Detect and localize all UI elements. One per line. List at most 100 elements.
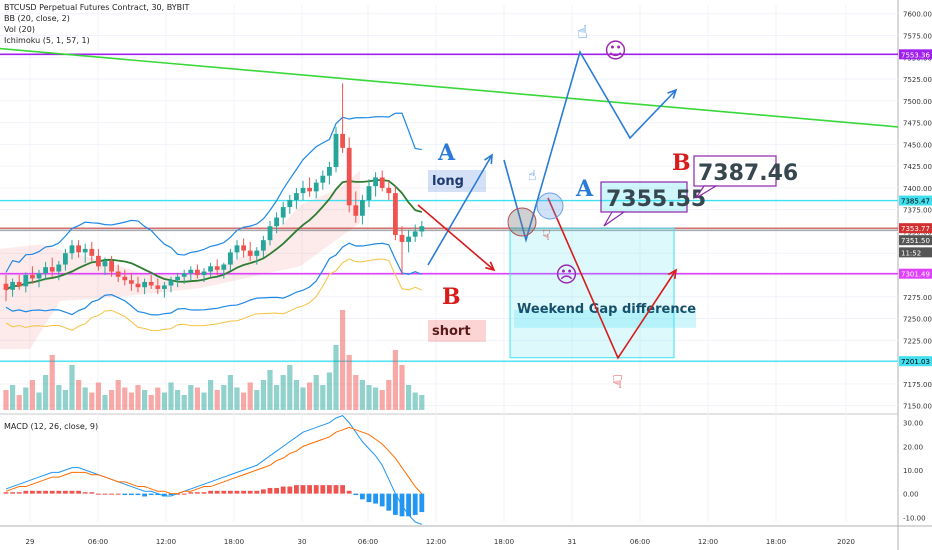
volume-bar bbox=[346, 355, 352, 410]
ichimoku-line bbox=[5, 258, 422, 332]
price-tag-bg bbox=[899, 268, 932, 279]
macd-bar bbox=[379, 493, 385, 507]
short-box bbox=[428, 320, 486, 342]
macd-bar bbox=[49, 490, 55, 494]
price-tag-bg bbox=[899, 195, 932, 206]
volume-bar bbox=[201, 392, 207, 410]
volume-bar bbox=[320, 385, 326, 410]
candle-body bbox=[162, 285, 167, 289]
volume-bar bbox=[115, 380, 121, 410]
volume-bar bbox=[62, 390, 68, 410]
arrow-short-down-head bbox=[485, 261, 496, 272]
smiley-happy-icon: ☺ bbox=[604, 39, 627, 64]
price-tag: 7553.36 bbox=[901, 51, 930, 59]
volume-bar bbox=[419, 395, 425, 410]
time-tick-label: 06:00 bbox=[88, 538, 108, 546]
macd-bar bbox=[181, 493, 187, 495]
macd-bar bbox=[56, 490, 62, 494]
hand-up-icon-2: ☝ bbox=[528, 168, 537, 184]
price-tag-bg bbox=[899, 49, 932, 60]
volume-bar bbox=[122, 387, 128, 410]
callout-1-text: 7355.55 bbox=[606, 187, 706, 212]
time-tick-label: 12:00 bbox=[698, 538, 718, 546]
candle-body bbox=[412, 231, 418, 237]
volume-bar bbox=[69, 365, 75, 410]
volume-bar bbox=[155, 387, 161, 410]
candle-body bbox=[142, 281, 147, 288]
macd-bar bbox=[135, 493, 141, 496]
volume bbox=[3, 310, 425, 410]
volume-bar bbox=[194, 387, 200, 410]
candle-body bbox=[353, 205, 359, 216]
macd-bar bbox=[267, 487, 273, 494]
volume-bar bbox=[247, 382, 253, 410]
time-tick-label: 18:00 bbox=[766, 538, 786, 546]
volume-bar bbox=[95, 382, 101, 410]
candle-body bbox=[228, 252, 233, 265]
candle-body bbox=[115, 271, 121, 277]
macd-bar bbox=[10, 492, 15, 494]
macd-bar bbox=[333, 485, 339, 494]
macd-bar bbox=[346, 490, 352, 494]
bb-basis bbox=[5, 179, 423, 291]
macd-bar bbox=[406, 493, 411, 517]
arrow-red-path-head bbox=[667, 268, 678, 280]
time-tick-label: 31 bbox=[568, 538, 577, 546]
macd-bar bbox=[63, 490, 68, 494]
volume-bar bbox=[333, 345, 339, 410]
candle-body bbox=[294, 193, 299, 201]
letter-A1: A bbox=[437, 140, 456, 166]
candle-body bbox=[366, 186, 372, 201]
volume-bar bbox=[142, 390, 148, 410]
macd-bar bbox=[3, 492, 9, 494]
macd-bar bbox=[214, 490, 220, 494]
price-tag-bg bbox=[899, 356, 932, 367]
candle-body bbox=[373, 177, 378, 187]
macd-bar bbox=[155, 493, 161, 496]
ichimoku-cloud bbox=[0, 170, 360, 350]
macd-bar bbox=[188, 492, 194, 494]
candle-body bbox=[234, 245, 240, 253]
macd-bar bbox=[247, 490, 253, 494]
hand-up-icon-1: ☝ bbox=[577, 22, 588, 43]
macd-bar bbox=[30, 490, 35, 494]
candle-body bbox=[89, 248, 95, 256]
volume-bar bbox=[241, 392, 247, 410]
macd-tick-label: 20.00 bbox=[903, 443, 923, 451]
macd-bar bbox=[353, 493, 359, 496]
macd-bar bbox=[254, 490, 260, 494]
macd-bar bbox=[360, 493, 365, 500]
macd-bar bbox=[366, 493, 372, 503]
candle-body bbox=[129, 280, 134, 284]
gap-label-bg bbox=[514, 309, 696, 328]
price-tick-label: 7600.00 bbox=[903, 11, 932, 19]
letter-A2: A bbox=[575, 176, 594, 202]
volume-bar bbox=[307, 382, 313, 410]
volume-bar bbox=[89, 392, 95, 410]
callout-2 bbox=[693, 155, 777, 187]
volume-bar bbox=[181, 395, 187, 410]
volume-bar bbox=[392, 350, 398, 410]
candle-body bbox=[280, 207, 286, 218]
candle-body bbox=[102, 261, 108, 267]
macd-line bbox=[5, 415, 422, 525]
volume-bar bbox=[109, 390, 115, 410]
candle-body bbox=[274, 217, 279, 227]
macd-bar bbox=[412, 493, 418, 515]
callout-2-tail bbox=[695, 185, 719, 199]
macd-bar bbox=[393, 493, 398, 515]
candle-body bbox=[254, 250, 260, 256]
time-tick-label: 18:00 bbox=[224, 538, 244, 546]
legend-macd: MACD (12, 26, close, 9) bbox=[4, 422, 99, 431]
volume-bar bbox=[188, 385, 194, 410]
callout-1-tail bbox=[603, 211, 626, 227]
bb-upper bbox=[5, 112, 422, 273]
candle-body bbox=[419, 226, 425, 232]
volume-bar bbox=[23, 387, 29, 410]
candle-body bbox=[148, 281, 154, 286]
macd-bar bbox=[320, 485, 326, 494]
candle-body bbox=[300, 187, 306, 194]
volume-bar bbox=[287, 365, 293, 410]
price-tick-label: 7275.00 bbox=[903, 294, 932, 302]
volume-bar bbox=[293, 380, 299, 410]
